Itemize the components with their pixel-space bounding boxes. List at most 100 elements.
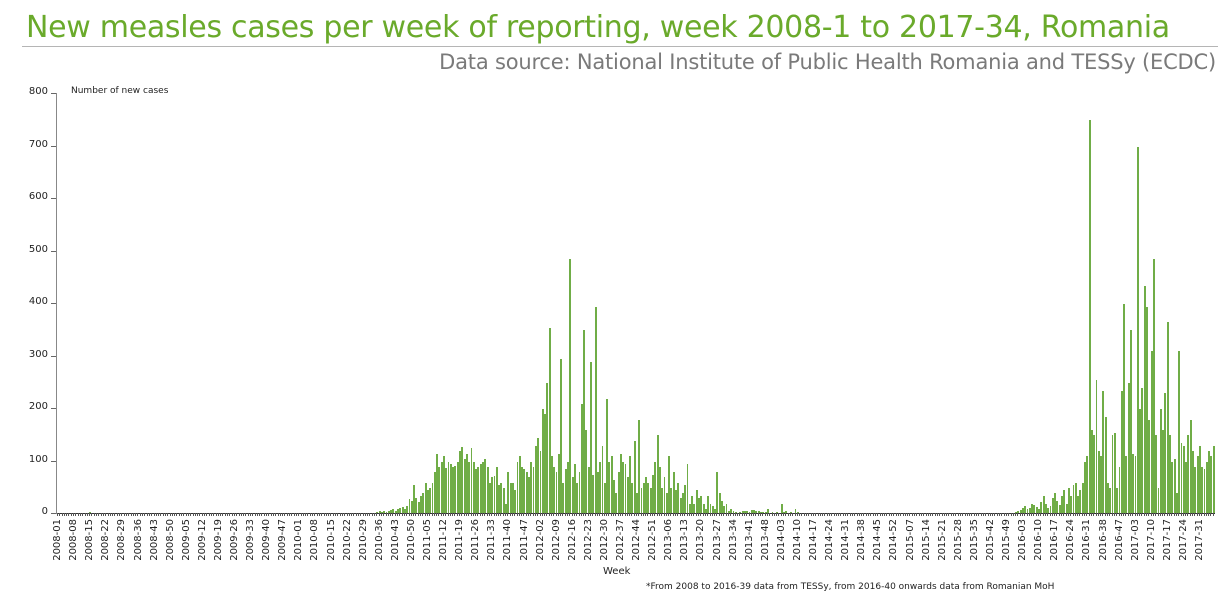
x-tick-mark	[946, 513, 948, 516]
x-tick-mark	[603, 513, 605, 516]
weekly-case-bar	[638, 419, 641, 514]
x-tick-mark	[863, 513, 865, 516]
x-tick-mark	[847, 513, 849, 516]
weekly-case-bar	[534, 445, 537, 514]
x-tick-mark	[923, 513, 925, 516]
y-tick-label: 0	[41, 506, 48, 517]
x-tick-mark	[307, 513, 309, 516]
x-tick-mark	[502, 513, 504, 516]
x-tick-mark	[1178, 513, 1180, 516]
x-tick-mark	[63, 513, 65, 516]
x-tick-label: 2015-28	[952, 519, 964, 561]
weekly-case-bar	[1185, 461, 1188, 514]
weekly-case-bar	[456, 461, 459, 514]
x-tick-mark	[1146, 513, 1148, 516]
x-tick-mark	[1008, 513, 1010, 516]
x-tick-mark	[284, 513, 286, 516]
x-tick-mark	[750, 513, 752, 516]
weekly-case-bar	[1104, 416, 1107, 514]
x-tick-mark	[587, 513, 589, 516]
x-tick-mark	[1150, 513, 1152, 516]
x-tick-mark	[817, 513, 819, 516]
x-tick-mark	[959, 513, 961, 516]
x-tick-mark	[1205, 513, 1207, 516]
weekly-case-bar	[1061, 495, 1063, 514]
x-tick-mark	[475, 513, 477, 516]
x-tick-mark	[422, 513, 424, 516]
x-tick-mark	[1088, 513, 1090, 516]
weekly-case-bar	[486, 466, 489, 514]
x-tick-label: 2014-45	[872, 519, 884, 561]
weekly-case-bar	[709, 503, 712, 514]
x-tick-mark	[610, 513, 612, 516]
y-tick-label: 300	[28, 348, 48, 360]
weekly-case-bar	[1042, 495, 1045, 514]
weekly-case-bar	[1081, 482, 1084, 514]
weekly-case-bar	[578, 472, 581, 514]
x-tick-mark	[881, 513, 883, 516]
x-tick-mark	[1152, 513, 1154, 516]
x-tick-mark	[1210, 513, 1212, 516]
weekly-case-bar	[766, 508, 769, 514]
x-tick-mark	[764, 513, 766, 516]
x-tick-label: 2017-17	[1161, 519, 1173, 561]
x-tick-mark	[272, 513, 274, 516]
x-tick-mark	[702, 513, 704, 516]
weekly-case-bar	[642, 482, 645, 514]
x-tick-label: 2009-19	[212, 519, 224, 561]
x-tick-mark	[840, 513, 842, 516]
weekly-case-bar	[1070, 495, 1073, 514]
x-tick-mark	[1017, 513, 1019, 516]
x-tick-mark	[668, 513, 670, 516]
x-tick-mark	[1054, 513, 1056, 516]
weekly-case-bar	[1054, 493, 1057, 514]
x-tick-mark	[1067, 513, 1069, 516]
weekly-case-bar	[1136, 146, 1139, 514]
weekly-case-bar	[576, 482, 579, 514]
x-tick-mark	[787, 513, 789, 516]
weekly-case-bar	[488, 482, 491, 514]
x-tick-mark	[518, 513, 520, 516]
x-tick-mark	[1079, 513, 1081, 516]
weekly-case-bar	[681, 493, 684, 514]
weekly-case-bar	[1038, 508, 1040, 514]
weekly-case-bar	[472, 461, 475, 514]
x-tick-label: 2015-21	[936, 519, 948, 561]
x-tick-mark	[1072, 513, 1074, 516]
x-tick-mark	[700, 513, 702, 516]
weekly-case-bar	[613, 479, 615, 514]
x-tick-mark	[675, 513, 677, 516]
x-tick-mark	[312, 513, 314, 516]
x-tick-mark	[192, 513, 194, 516]
x-tick-mark	[1169, 513, 1171, 516]
x-tick-mark	[652, 513, 654, 516]
x-tick-label: 2016-38	[1097, 519, 1109, 561]
x-tick-mark	[472, 513, 474, 516]
weekly-case-bar	[516, 461, 519, 514]
y-tick-mark	[51, 460, 56, 462]
weekly-case-bar	[1047, 507, 1050, 514]
weekly-case-bar	[587, 466, 590, 514]
x-tick-mark	[891, 513, 893, 516]
weekly-case-bar	[1141, 388, 1144, 514]
x-tick-mark	[886, 513, 888, 516]
x-tick-mark	[259, 513, 261, 516]
x-tick-mark	[528, 513, 529, 516]
x-tick-mark	[1127, 513, 1129, 516]
x-tick-mark	[160, 513, 162, 516]
x-tick-mark	[985, 513, 987, 516]
x-tick-mark	[1019, 513, 1021, 516]
x-tick-mark	[463, 513, 465, 516]
weekly-case-bar	[1150, 351, 1153, 514]
weekly-case-bar	[670, 487, 673, 514]
x-tick-mark	[833, 513, 835, 516]
x-tick-mark	[1173, 513, 1175, 516]
x-tick-mark	[808, 513, 810, 516]
x-tick-mark	[155, 513, 157, 516]
x-tick-label: 2017-10	[1145, 519, 1157, 561]
x-tick-mark	[505, 513, 507, 516]
x-tick-mark	[348, 513, 350, 516]
x-tick-mark	[934, 513, 936, 516]
weekly-case-bar	[452, 466, 455, 514]
x-tick-mark	[1143, 513, 1145, 516]
